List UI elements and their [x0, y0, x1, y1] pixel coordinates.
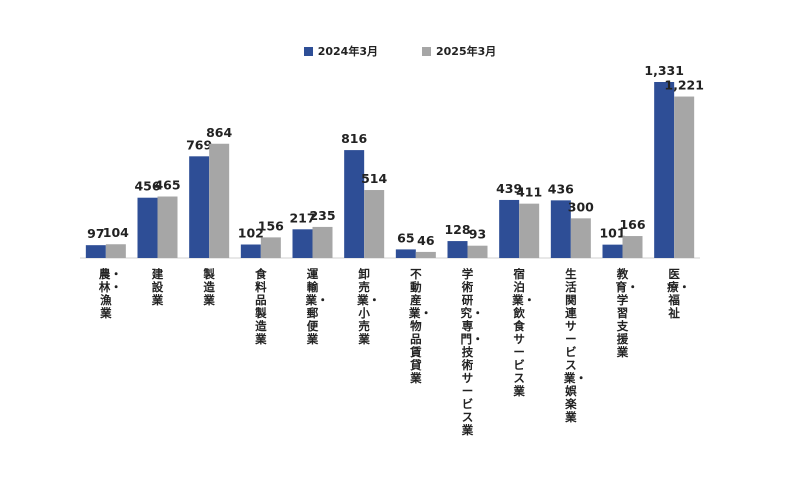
bar-2025-0	[105, 244, 126, 258]
category-label-9: 生活関連サービス業・娯楽業	[563, 267, 587, 424]
bar-2024-0	[85, 245, 106, 258]
data-label-2024-0: 97	[87, 226, 104, 241]
bar-2024-9	[550, 200, 571, 258]
legend-item-2025: 2025年3月	[422, 43, 496, 59]
bar-2025-3	[260, 237, 281, 258]
data-label-2025-8: 411	[516, 185, 542, 200]
bar-2024-11	[654, 82, 675, 258]
bar-2025-11	[674, 96, 695, 258]
data-label-2024-10: 101	[599, 226, 625, 241]
bar-2025-2	[209, 143, 230, 258]
bar-2025-4	[312, 226, 333, 258]
bar-2025-9	[570, 218, 591, 258]
legend-swatch-2024	[303, 46, 313, 56]
data-label-2024-1: 456	[134, 179, 160, 194]
data-label-2025-9: 300	[568, 199, 594, 214]
data-label-2024-2: 769	[186, 137, 212, 152]
bar-2024-7	[447, 241, 468, 258]
category-label-6: 不動産業・物品賃貸業	[408, 267, 432, 385]
bar-2025-8	[519, 203, 540, 258]
legend-item-2024: 2024年3月	[303, 43, 378, 59]
data-label-2024-9: 436	[548, 181, 574, 196]
category-label-11: 医療・福祉	[667, 267, 691, 320]
bar-2024-6	[395, 249, 416, 258]
bar-2024-10	[602, 244, 623, 258]
legend-label-2025: 2025年3月	[436, 45, 497, 58]
category-label-8: 宿泊業・飲食サービス業	[512, 267, 536, 398]
bar-2024-2	[189, 156, 210, 258]
data-label-2025-0: 104	[103, 225, 129, 240]
data-label-2024-8: 439	[496, 181, 522, 196]
legend: 2024年3月 2025年3月	[0, 43, 800, 59]
bar-2025-7	[467, 245, 488, 258]
category-label-10: 教育・学習支援業	[615, 267, 639, 359]
data-label-2025-11: 1,221	[664, 78, 704, 93]
category-label-2: 製造業	[203, 267, 215, 307]
bar-2024-1	[137, 197, 158, 258]
data-label-2024-11: 1,331	[644, 63, 684, 78]
category-label-3: 食料品製造業	[255, 267, 267, 346]
legend-label-2024: 2024年3月	[317, 45, 378, 58]
category-label-0: 農・林・漁業	[98, 267, 122, 320]
data-label-2024-6: 65	[397, 230, 414, 245]
data-label-2025-10: 166	[619, 217, 645, 232]
category-label-1: 建設業	[151, 267, 164, 307]
category-label-5: 卸売業・小売業	[357, 267, 381, 346]
data-label-2025-1: 465	[154, 178, 180, 193]
data-label-2025-3: 156	[258, 218, 284, 233]
category-label-4: 運輸業・郵便業	[305, 267, 329, 346]
bar-2024-3	[240, 244, 261, 258]
data-label-2025-2: 864	[206, 125, 232, 140]
bar-2024-8	[499, 199, 520, 258]
data-label-2024-5: 816	[341, 131, 367, 146]
data-label-2025-5: 514	[361, 171, 387, 186]
legend-swatch-2025	[422, 46, 431, 56]
data-label-2025-4: 235	[309, 208, 335, 223]
bar-2024-5	[344, 150, 365, 258]
data-label-2025-7: 93	[469, 227, 486, 242]
data-label-2024-4: 217	[289, 210, 315, 225]
bar-2025-1	[157, 196, 178, 258]
data-label-2024-3: 102	[238, 226, 264, 241]
bar-2025-10	[622, 236, 643, 258]
bar-2025-5	[364, 190, 385, 258]
data-label-2024-7: 128	[444, 222, 470, 237]
bar-2025-6	[415, 251, 436, 258]
category-label-7: 学術研究・専門・技術サービス業	[460, 267, 484, 437]
bar-2024-4	[292, 229, 313, 258]
data-label-2025-6: 46	[417, 233, 435, 248]
